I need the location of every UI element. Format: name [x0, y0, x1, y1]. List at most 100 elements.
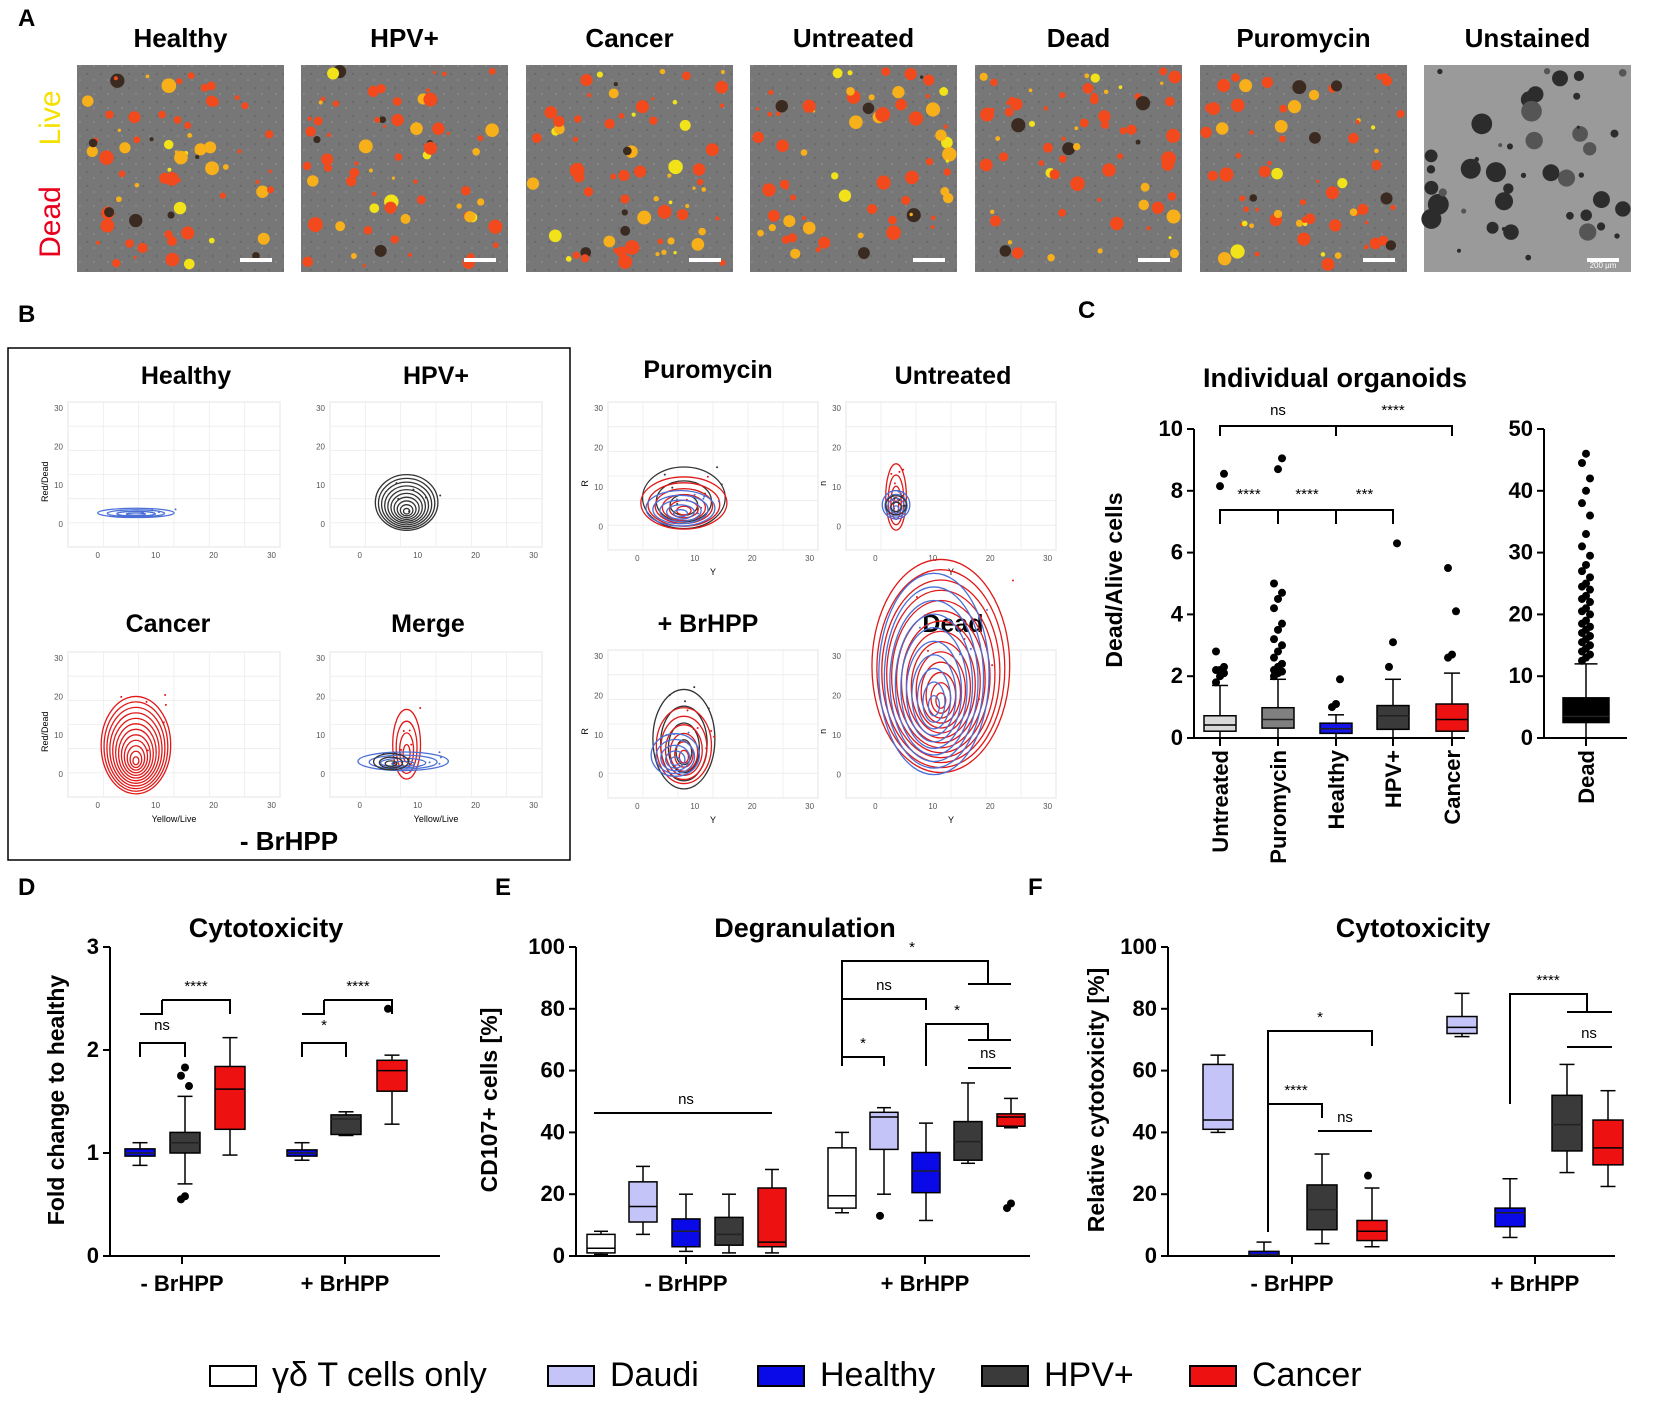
outlier-point — [1582, 616, 1590, 625]
y-tick-label: 30 — [832, 652, 841, 661]
outlier-point — [1582, 591, 1590, 600]
legend: γδ T cells only Daudi Healthy HPV+ Cancer — [209, 1356, 1362, 1394]
organoid-blob — [165, 172, 179, 186]
organoid-blob — [989, 209, 995, 215]
organoid-blob — [802, 221, 816, 235]
organoid-blob — [1576, 125, 1580, 129]
organoid-blob — [374, 116, 381, 123]
organoid-blob — [776, 111, 781, 117]
x-tick-label: 10 — [690, 802, 699, 811]
box — [586, 1233, 616, 1254]
scatter-point — [891, 494, 894, 497]
organoid-blob — [633, 165, 647, 178]
y-tick-label: 30 — [54, 654, 63, 663]
contour-plot-title: Cancer — [126, 610, 211, 638]
scale-bar — [1363, 258, 1395, 262]
organoid-blob — [392, 97, 402, 106]
x-tick-label: HPV+ — [1381, 750, 1406, 808]
density-contour — [659, 499, 702, 523]
organoid-blob — [1297, 232, 1311, 246]
organoid-blob — [692, 186, 696, 190]
organoid-blob — [1008, 96, 1016, 104]
y-tick-label: 40 — [1509, 478, 1533, 503]
outlier-point — [1586, 573, 1594, 582]
organoid-blob — [667, 237, 675, 245]
organoid-blob — [461, 186, 471, 196]
organoid-blob — [1070, 176, 1085, 191]
y-tick-label: 0 — [837, 522, 842, 531]
micrograph-image — [301, 65, 508, 272]
organoid-blob — [137, 242, 148, 254]
organoid-blob — [1079, 118, 1089, 128]
organoid-blob — [477, 135, 484, 142]
organoid-blob — [1249, 130, 1254, 135]
organoid-blob — [1235, 152, 1242, 159]
x-tick-label: 0 — [95, 801, 100, 810]
organoid-blob — [715, 216, 720, 221]
outlier-point — [1278, 454, 1286, 463]
outlier-point — [181, 1063, 189, 1072]
organoid-blob — [350, 253, 357, 259]
organoid-blob — [857, 232, 864, 239]
group-label: + BrHPP — [301, 1271, 390, 1296]
organoid-blob — [858, 247, 870, 259]
significance-bracket — [1219, 425, 1337, 436]
organoid-blob — [1580, 209, 1592, 221]
organoid-blob — [784, 185, 789, 190]
scatter-point — [898, 470, 901, 473]
significance-bracket — [841, 1056, 885, 1066]
organoid-blob — [195, 154, 200, 160]
scatter-point — [402, 729, 405, 732]
organoid-blob — [923, 74, 935, 86]
y-tick-label: 0 — [1145, 1243, 1157, 1268]
x-axis-label: Y — [710, 567, 716, 577]
organoid-blob — [1166, 209, 1181, 224]
outlier-point — [1586, 650, 1594, 659]
significance-bracket — [139, 1042, 186, 1057]
micrograph-title: Cancer — [585, 23, 673, 53]
organoid-blob — [425, 88, 430, 93]
organoid-blob — [1618, 68, 1627, 77]
organoid-blob — [1043, 142, 1053, 153]
organoid-blob — [369, 203, 380, 214]
organoid-blob — [1217, 79, 1231, 93]
organoid-blob — [145, 74, 150, 79]
y-tick-label: 30 — [316, 654, 325, 663]
panel-b-box — [7, 347, 571, 861]
legend-swatch — [757, 1365, 805, 1387]
organoid-blob — [802, 99, 816, 113]
density-contour — [881, 489, 911, 520]
scatter-point — [901, 491, 904, 494]
box — [1435, 703, 1469, 732]
x-tick-label: 10 — [690, 554, 699, 563]
organoid-blob — [1097, 248, 1103, 254]
outlier-point — [1582, 486, 1590, 495]
organoid-blob — [622, 146, 632, 156]
x-axis-label: Y — [948, 567, 954, 577]
scatter-point — [393, 752, 396, 755]
scale-bar — [464, 258, 496, 262]
scatter-point — [673, 733, 676, 736]
organoid-blob — [1146, 226, 1151, 231]
outlier-point — [1364, 1171, 1372, 1180]
organoid-blob — [618, 169, 630, 181]
density-contour — [106, 706, 166, 790]
legend-label: Cancer — [1252, 1356, 1362, 1394]
outlier-point — [1270, 635, 1278, 644]
organoid-blob — [849, 115, 863, 129]
outlier-point — [1336, 675, 1344, 684]
organoid-blob — [323, 163, 332, 172]
outlier-point — [1212, 678, 1220, 687]
organoid-blob — [110, 73, 125, 88]
y-tick-label: 10 — [316, 731, 325, 740]
scatter-point — [151, 508, 154, 511]
organoid-blob — [1542, 164, 1560, 182]
density-contour — [885, 463, 908, 531]
y-tick-label: 20 — [1509, 601, 1533, 626]
organoid-blob — [925, 158, 934, 166]
density-contour — [392, 708, 422, 780]
organoid-blob — [374, 244, 387, 257]
scatter-point — [438, 762, 441, 765]
organoid-blob — [257, 232, 270, 245]
organoid-blob — [1334, 252, 1342, 259]
